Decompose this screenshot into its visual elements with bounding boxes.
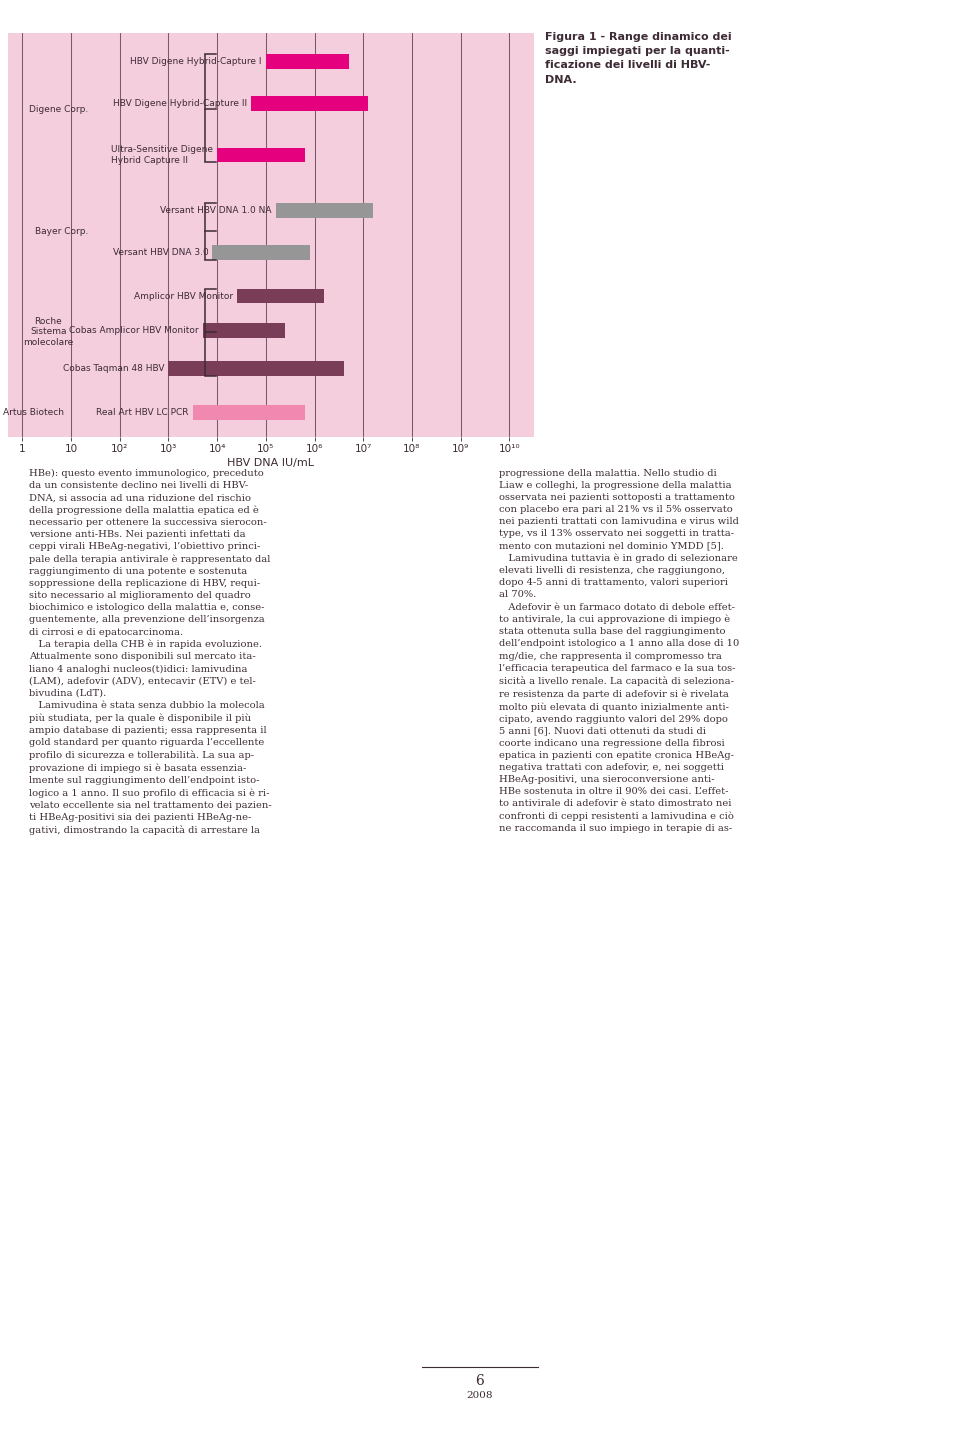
Bar [168, 361, 344, 376]
Text: Digene Corp.: Digene Corp. [29, 105, 88, 113]
Text: HBV Digene Hybrid-Capture II: HBV Digene Hybrid-Capture II [113, 99, 248, 108]
Text: Amplicor HBV Monitor: Amplicor HBV Monitor [133, 291, 232, 301]
Text: Cobas Amplicor HBV Monitor: Cobas Amplicor HBV Monitor [69, 326, 199, 336]
Text: Artus Biotech: Artus Biotech [3, 409, 63, 417]
Text: progressione della malattia. Nello studio di
Liaw e colleghi, la progressione de: progressione della malattia. Nello studi… [499, 469, 739, 833]
Text: Roche
Sistema
molecolare: Roche Sistema molecolare [23, 317, 74, 347]
Text: HBe): questo evento immunologico, preceduto
da un consistente declino nei livell: HBe): questo evento immunologico, preced… [29, 469, 272, 836]
Bar [236, 290, 324, 304]
Bar [193, 406, 305, 420]
Text: Bayer Corp.: Bayer Corp. [35, 227, 88, 235]
Text: Versant HBV DNA 1.0 NA: Versant HBV DNA 1.0 NA [160, 206, 272, 215]
Bar [217, 148, 305, 162]
Bar [266, 54, 348, 69]
Text: 2008: 2008 [467, 1391, 493, 1400]
Text: Cobas Taqman 48 HBV: Cobas Taqman 48 HBV [63, 364, 164, 373]
Text: Figura 1 - Range dinamico dei
saggi impiegati per la quanti-
ficazione dei livel: Figura 1 - Range dinamico dei saggi impi… [545, 32, 732, 85]
Text: Ultra-Sensitive Digene
Hybrid Capture II: Ultra-Sensitive Digene Hybrid Capture II [111, 145, 213, 165]
Bar [212, 245, 310, 260]
Text: HBV Digene Hybrid-Capture I: HBV Digene Hybrid-Capture I [131, 57, 262, 66]
Text: Real Art HBV LC PCR: Real Art HBV LC PCR [96, 409, 189, 417]
Bar [276, 204, 373, 218]
Text: 6: 6 [475, 1374, 485, 1388]
Text: Versant HBV DNA 3.0: Versant HBV DNA 3.0 [112, 248, 208, 257]
Bar [252, 96, 368, 110]
X-axis label: HBV DNA IU/mL: HBV DNA IU/mL [228, 459, 314, 469]
Bar [203, 323, 285, 338]
